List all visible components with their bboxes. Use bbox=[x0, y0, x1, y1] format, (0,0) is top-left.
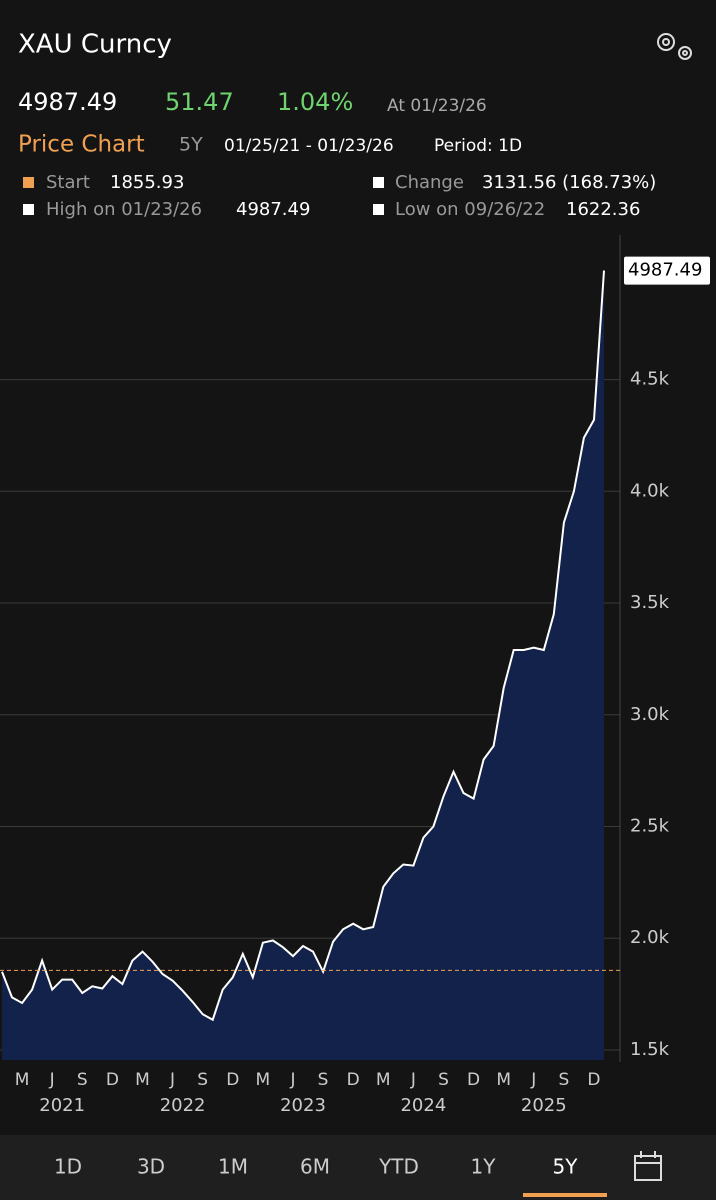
tab[interactable]: 1D bbox=[54, 1155, 82, 1179]
x-tick-label: S bbox=[318, 1070, 329, 1090]
x-tick-label: M bbox=[376, 1070, 391, 1090]
stat-label: Change bbox=[395, 172, 464, 193]
stat-label: High on 01/23/26 bbox=[46, 199, 202, 220]
x-tick-label: D bbox=[106, 1070, 119, 1090]
x-year-label: 2021 bbox=[39, 1095, 85, 1116]
tab[interactable]: 6M bbox=[300, 1155, 330, 1179]
tab[interactable]: 5Y bbox=[553, 1155, 579, 1179]
price-tag-label: 4987.49 bbox=[628, 260, 702, 281]
x-tick-label: M bbox=[15, 1070, 30, 1090]
legend-marker bbox=[23, 177, 34, 188]
price: 4987.49 bbox=[18, 88, 117, 116]
x-tick-label: J bbox=[530, 1070, 536, 1090]
x-tick-label: D bbox=[587, 1070, 600, 1090]
calendar-icon[interactable] bbox=[634, 1151, 662, 1181]
x-year-label: 2024 bbox=[400, 1095, 446, 1116]
y-tick-label: 2.0k bbox=[630, 927, 670, 948]
as-of: At 01/23/26 bbox=[387, 96, 487, 116]
stat-value: 4987.49 bbox=[236, 199, 310, 220]
legend-marker bbox=[373, 204, 384, 215]
x-tick-label: D bbox=[347, 1070, 360, 1090]
x-tick-label: M bbox=[256, 1070, 271, 1090]
x-tick-label: S bbox=[77, 1070, 88, 1090]
x-tick-label: J bbox=[169, 1070, 175, 1090]
price-line bbox=[1, 270, 605, 1022]
area bbox=[2, 270, 604, 1061]
x-year-label: 2025 bbox=[521, 1095, 567, 1116]
x-tick-label: D bbox=[226, 1070, 239, 1090]
stat-value: 1855.93 bbox=[110, 172, 184, 193]
change-pct: 1.04% bbox=[277, 88, 353, 116]
tab[interactable]: 3D bbox=[137, 1155, 165, 1179]
x-tick-label: J bbox=[49, 1070, 55, 1090]
x-tick-label: S bbox=[558, 1070, 569, 1090]
y-tick-label: 1.5k bbox=[630, 1039, 670, 1060]
stat-label: Start bbox=[46, 172, 90, 193]
stat-value: 1622.36 bbox=[566, 199, 640, 220]
y-tick-label: 3.5k bbox=[630, 592, 670, 613]
settings-icon[interactable] bbox=[657, 33, 692, 60]
y-tick-label: 4.0k bbox=[630, 480, 670, 501]
x-year-label: 2023 bbox=[280, 1095, 326, 1116]
period: Period: 1D bbox=[434, 136, 522, 156]
y-tick-label: 4.5k bbox=[630, 369, 670, 390]
x-tick-label: M bbox=[135, 1070, 150, 1090]
price-tag bbox=[624, 256, 710, 285]
change: 51.47 bbox=[165, 88, 234, 116]
tab[interactable]: 1Y bbox=[471, 1155, 497, 1179]
title: XAU Curncy bbox=[18, 30, 172, 60]
y-tick-label: 3.0k bbox=[630, 704, 670, 725]
x-tick-label: J bbox=[289, 1070, 295, 1090]
legend-marker bbox=[23, 204, 34, 215]
stat-label: Low on 09/26/22 bbox=[395, 199, 545, 220]
tab[interactable]: YTD bbox=[378, 1155, 419, 1179]
range[interactable]: 5Y bbox=[179, 134, 203, 156]
tab-underline bbox=[523, 1193, 607, 1197]
stat-value: 3131.56 (168.73%) bbox=[482, 172, 656, 193]
section-label: Price Chart bbox=[18, 132, 145, 158]
x-tick-label: S bbox=[197, 1070, 208, 1090]
dates: 01/25/21 - 01/23/26 bbox=[224, 136, 394, 156]
x-year-label: 2022 bbox=[160, 1095, 206, 1116]
x-tick-label: S bbox=[438, 1070, 449, 1090]
x-tick-label: D bbox=[467, 1070, 480, 1090]
tab-bar bbox=[0, 1135, 716, 1200]
x-tick-label: J bbox=[410, 1070, 416, 1090]
tab[interactable]: 1M bbox=[218, 1155, 248, 1179]
x-tick-label: M bbox=[496, 1070, 511, 1090]
legend-marker bbox=[373, 177, 384, 188]
y-tick-label: 2.5k bbox=[630, 815, 670, 836]
